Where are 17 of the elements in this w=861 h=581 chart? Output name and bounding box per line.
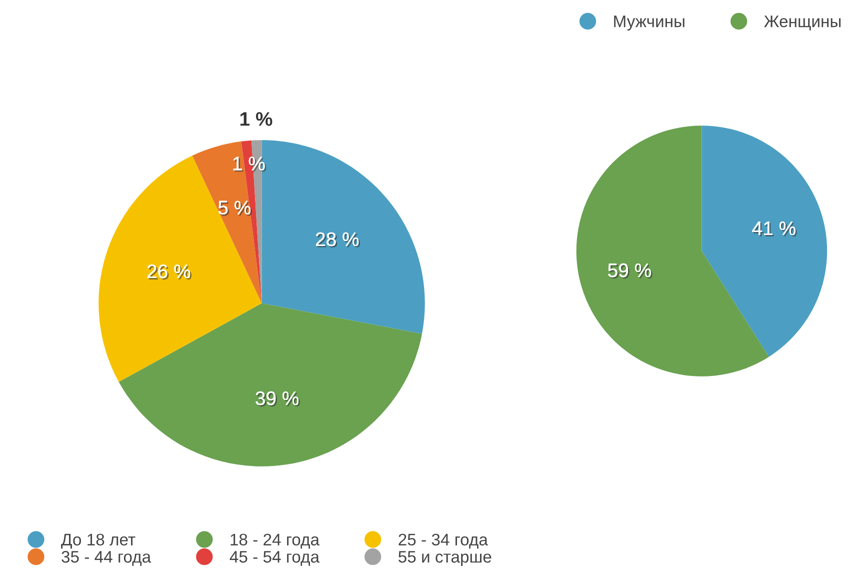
data-label: 26 % (147, 264, 192, 280)
legend-label: 18 - 24 года (230, 534, 320, 549)
legend-label: 55 и старше (398, 551, 492, 566)
data-label: 39 % (256, 391, 300, 407)
data-label: 28 % (316, 232, 360, 248)
data-label: 59 % (608, 263, 652, 279)
legend-label: 25 - 34 года (398, 534, 488, 549)
data-label: 5 % (218, 200, 252, 216)
legend-label: До 18 лет (61, 534, 136, 549)
data-label: 41 % (752, 222, 797, 237)
legend-label: Мужчины (614, 16, 684, 31)
legend-label: Женщины (764, 16, 841, 30)
data-label: 1 % (240, 112, 272, 126)
legend-label: 35 - 44 года (62, 550, 152, 566)
pie-slice (118, 303, 422, 466)
pie-slice (702, 126, 828, 357)
legend-label: 45 - 54 года (230, 551, 320, 566)
